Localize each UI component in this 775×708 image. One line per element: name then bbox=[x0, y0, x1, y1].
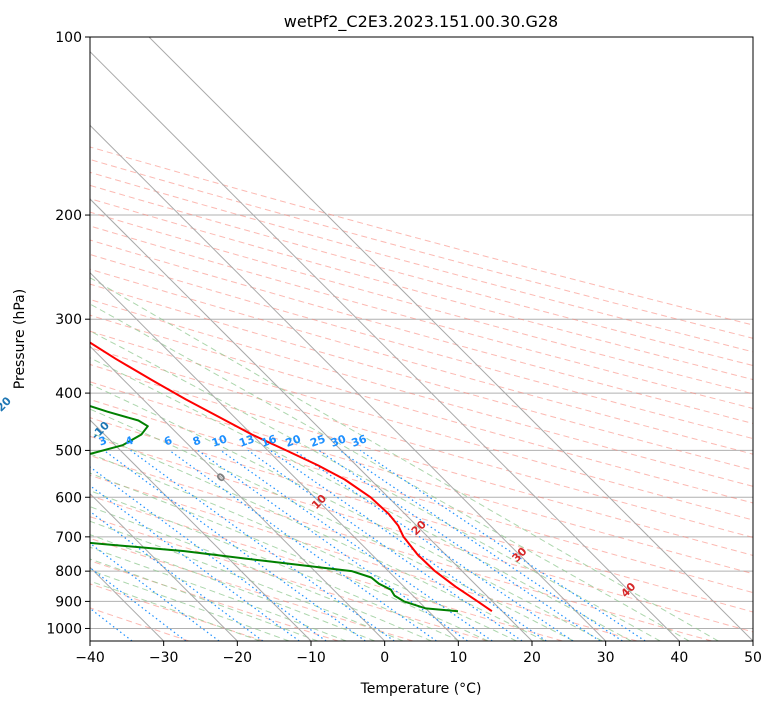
y-tick-label: 100 bbox=[55, 30, 82, 46]
dry-adiabat-line bbox=[90, 381, 753, 575]
mixing-ratio-label: 6 bbox=[162, 434, 174, 449]
dry-adiabat-line bbox=[90, 198, 753, 381]
mixing-ratio-line bbox=[359, 449, 646, 641]
y-tick-label: 500 bbox=[55, 443, 82, 459]
y-tick-label: 700 bbox=[55, 530, 82, 546]
moist-adiabat-line bbox=[90, 330, 661, 641]
dry-adiabat-line bbox=[90, 225, 753, 409]
x-axis-label: Temperature (°C) bbox=[360, 681, 482, 697]
plot-area bbox=[90, 37, 753, 641]
mixing-ratio-label: 30 bbox=[329, 432, 348, 450]
moist-adiabats bbox=[90, 277, 719, 641]
dry-adiabat-line bbox=[90, 417, 753, 613]
mixing-ratio-label: 25 bbox=[308, 432, 327, 449]
isotherm-line bbox=[148, 37, 753, 641]
y-axis-label: Pressure (hPa) bbox=[12, 289, 28, 389]
dry-adiabat-line bbox=[90, 268, 753, 455]
moist-adiabat-line bbox=[90, 569, 290, 641]
profile-lines bbox=[90, 341, 493, 613]
mixing-ratio-line bbox=[197, 449, 468, 641]
dry-adiabat-line bbox=[90, 537, 414, 641]
isotherm-line bbox=[90, 124, 607, 641]
dry-adiabat-line bbox=[90, 363, 753, 556]
mixing-ratio-label: 3 bbox=[97, 434, 109, 449]
x-tick-label: 30 bbox=[597, 650, 615, 666]
x-tick-label: −10 bbox=[296, 650, 326, 666]
isotherms bbox=[90, 37, 753, 641]
dry-adiabat-line bbox=[90, 158, 753, 339]
mixing-ratio-label: 13 bbox=[237, 432, 256, 449]
y-axis: 100 200 300 400 500 600 700 800 900 1000 bbox=[46, 30, 90, 637]
mixing-ratio-label: 16 bbox=[260, 432, 279, 450]
plot-frame bbox=[89, 36, 754, 642]
mixing-ratio-line bbox=[247, 449, 523, 641]
mixing-ratio-line bbox=[294, 449, 574, 641]
moist-adiabat-line bbox=[90, 520, 404, 641]
x-tick-label: −30 bbox=[149, 650, 179, 666]
x-tick-label: 40 bbox=[670, 650, 688, 666]
chart-title: wetPf2_C2E3.2023.151.00.30.G28 bbox=[284, 12, 558, 32]
y-tick-label: 800 bbox=[55, 564, 82, 580]
mixing-ratio-line bbox=[169, 449, 437, 641]
x-tick-label: −20 bbox=[223, 650, 253, 666]
y-tick-label: 1000 bbox=[46, 621, 82, 637]
temperature-profile-line bbox=[90, 341, 493, 613]
dry-adiabat-line bbox=[90, 455, 712, 641]
x-axis: −40 −30 −20 −10 0 10 20 30 40 50 bbox=[75, 641, 762, 666]
isotherm-line bbox=[90, 50, 680, 641]
x-tick-label: 20 bbox=[523, 650, 541, 666]
x-tick-label: 10 bbox=[449, 650, 467, 666]
isotherm-line bbox=[90, 198, 533, 641]
mixing-ratio-label: 4 bbox=[124, 434, 136, 449]
y-tick-label: 200 bbox=[55, 208, 82, 224]
moist-adiabat-line bbox=[90, 303, 690, 641]
mixing-ratio-label: 36 bbox=[350, 432, 369, 450]
mixing-ratio-line bbox=[339, 449, 623, 641]
isotherm-line bbox=[90, 345, 386, 641]
dry-adiabat-line bbox=[90, 347, 753, 538]
isotherm-line bbox=[90, 419, 312, 641]
moist-adiabat-line bbox=[90, 408, 574, 641]
pressure-gridlines bbox=[90, 37, 753, 629]
mixing-ratio-labels: 3 4 6 8 10 13 16 20 25 30 36 bbox=[97, 432, 369, 450]
mixing-ratio-line bbox=[90, 484, 300, 641]
mixing-ratio-line bbox=[220, 449, 493, 641]
y-tick-label: 400 bbox=[55, 386, 82, 402]
mixing-ratio-label: 20 bbox=[284, 432, 303, 450]
dewpoint-profile-line bbox=[90, 404, 459, 613]
dry-adiabat-line bbox=[90, 583, 264, 641]
mixing-ratio-lines bbox=[90, 449, 646, 641]
x-tick-label: 50 bbox=[744, 650, 762, 666]
y-tick-label: 300 bbox=[55, 312, 82, 328]
mixing-ratio-line bbox=[90, 466, 327, 641]
moist-adiabat-line bbox=[90, 383, 603, 641]
moist-adiabat-line bbox=[90, 277, 719, 641]
moist-adiabat-line bbox=[90, 472, 489, 641]
y-tick-label: 900 bbox=[55, 594, 82, 610]
dry-adiabat-line bbox=[90, 184, 753, 367]
mixing-ratio-label: 10 bbox=[210, 432, 229, 450]
mixing-ratio-line bbox=[269, 449, 547, 641]
isotherm-line bbox=[90, 271, 459, 641]
moist-adiabat-line bbox=[90, 558, 318, 641]
moist-adiabat-line bbox=[90, 431, 546, 641]
moist-adiabat-line bbox=[90, 490, 460, 641]
dry-adiabat-line bbox=[90, 253, 753, 440]
isotherm-line bbox=[90, 492, 238, 641]
y-tick-label: 600 bbox=[55, 490, 82, 506]
mixing-ratio-label: 8 bbox=[191, 434, 203, 449]
dry-adiabat-line bbox=[90, 516, 488, 641]
mixing-ratio-line bbox=[318, 449, 601, 641]
x-tick-label: −40 bbox=[75, 650, 105, 666]
x-tick-label: 0 bbox=[380, 650, 389, 666]
dry-adiabat-line bbox=[90, 398, 753, 594]
